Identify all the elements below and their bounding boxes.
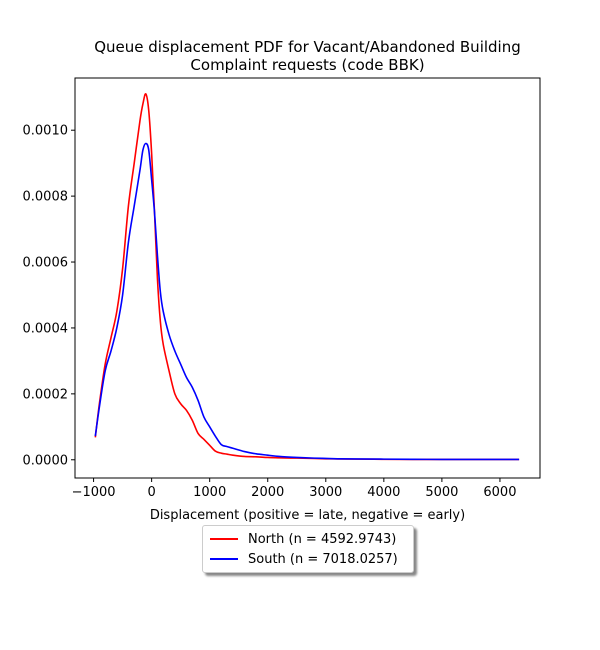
y-tick-label: 0.0004 xyxy=(23,321,69,336)
y-axis: 0.0000 0.0002 0.0004 0.0006 0.0008 0.0010 xyxy=(23,124,75,468)
legend: North (n = 4592.9743) South (n = 7018.02… xyxy=(202,525,414,573)
y-tick-label: 0.0000 xyxy=(23,453,69,468)
chart-title-line-2: Complaint requests (code BBK) xyxy=(190,56,425,74)
x-axis: −1000 0 1000 2000 3000 4000 5000 6000 xyxy=(72,478,516,500)
x-tick-label: −1000 xyxy=(72,485,116,500)
y-tick-label: 0.0002 xyxy=(23,387,69,402)
x-tick-label: 0 xyxy=(147,485,155,500)
legend-label-south: South (n = 7018.0257) xyxy=(248,551,398,567)
x-tick-label: 4000 xyxy=(367,485,400,500)
y-tick-label: 0.0010 xyxy=(23,124,69,139)
x-tick-label: 3000 xyxy=(309,485,342,500)
y-tick-label: 0.0008 xyxy=(23,190,69,205)
plot-frame xyxy=(74,77,541,479)
x-tick-label: 2000 xyxy=(251,485,284,500)
x-tick-label: 1000 xyxy=(193,485,226,500)
y-tick-label: 0.0006 xyxy=(23,256,69,271)
legend-label-north: North (n = 4592.9743) xyxy=(248,531,397,547)
x-tick-label: 6000 xyxy=(483,485,516,500)
legend-entry-south: South (n = 7018.0257) xyxy=(203,550,398,568)
x-axis-label: Displacement (positive = late, negative … xyxy=(150,508,465,523)
chart-title-line-1: Queue displacement PDF for Vacant/Abando… xyxy=(94,38,521,56)
legend-swatch-north xyxy=(210,538,238,540)
x-tick-label: 5000 xyxy=(425,485,458,500)
legend-swatch-south xyxy=(210,558,238,560)
series-line-south xyxy=(94,142,520,461)
legend-entry-north: North (n = 4592.9743) xyxy=(203,530,396,548)
plot-series-layer xyxy=(94,93,520,461)
